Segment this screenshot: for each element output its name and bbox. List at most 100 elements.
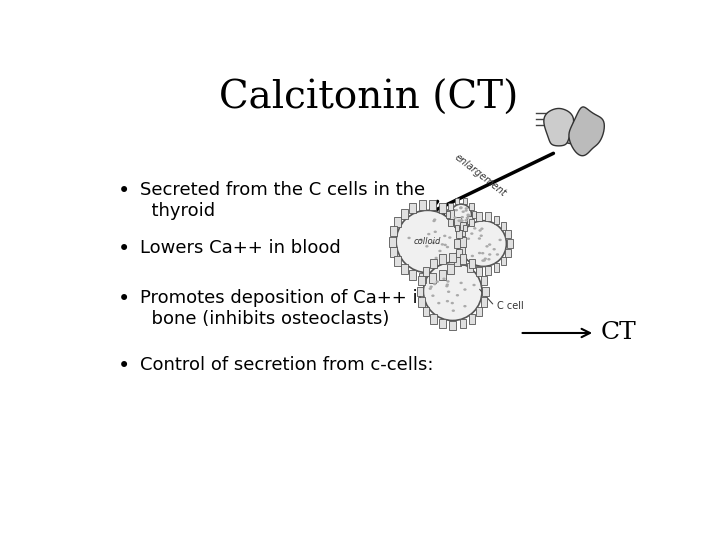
Bar: [438, 270, 446, 280]
Bar: [505, 249, 511, 257]
Bar: [439, 254, 446, 264]
Text: enlargement: enlargement: [453, 152, 508, 198]
Circle shape: [492, 248, 496, 251]
Circle shape: [446, 284, 449, 286]
Circle shape: [478, 237, 481, 240]
Circle shape: [451, 309, 455, 312]
Bar: [463, 225, 467, 231]
Circle shape: [470, 232, 474, 235]
Circle shape: [481, 252, 485, 254]
Circle shape: [454, 217, 456, 219]
Circle shape: [451, 302, 454, 305]
Bar: [423, 267, 429, 276]
Circle shape: [461, 216, 464, 218]
Bar: [430, 259, 436, 268]
Bar: [456, 249, 462, 257]
Circle shape: [488, 253, 492, 256]
Circle shape: [420, 239, 423, 241]
Bar: [389, 237, 396, 246]
Bar: [469, 219, 474, 226]
Bar: [395, 217, 402, 227]
Circle shape: [426, 245, 428, 247]
Bar: [449, 253, 456, 262]
Bar: [401, 209, 408, 219]
Text: Control of secretion from c-cells:: Control of secretion from c-cells:: [140, 356, 433, 374]
Bar: [390, 247, 397, 257]
Circle shape: [485, 245, 489, 248]
Bar: [467, 263, 473, 272]
Bar: [494, 215, 500, 224]
Circle shape: [436, 280, 439, 283]
Text: Secreted from the C cells in the
  thyroid: Secreted from the C cells in the thyroid: [140, 181, 426, 220]
Ellipse shape: [460, 221, 506, 266]
Bar: [485, 266, 491, 275]
Bar: [417, 287, 423, 296]
Circle shape: [446, 300, 449, 302]
Circle shape: [467, 214, 470, 217]
Bar: [429, 200, 436, 210]
Circle shape: [467, 238, 470, 240]
Bar: [448, 203, 453, 210]
Circle shape: [488, 244, 491, 246]
Ellipse shape: [451, 204, 472, 225]
Bar: [448, 219, 453, 226]
Circle shape: [442, 278, 446, 280]
Text: C cell: C cell: [498, 301, 524, 311]
Circle shape: [448, 237, 451, 239]
Bar: [418, 298, 425, 307]
Circle shape: [433, 218, 436, 221]
Bar: [455, 198, 459, 205]
Bar: [469, 203, 474, 210]
Circle shape: [456, 294, 459, 296]
Bar: [476, 307, 482, 316]
Polygon shape: [544, 109, 574, 146]
Bar: [459, 237, 467, 246]
Circle shape: [482, 259, 486, 262]
Bar: [454, 256, 461, 266]
Circle shape: [447, 291, 450, 293]
Bar: [458, 226, 465, 236]
Circle shape: [444, 244, 447, 246]
Circle shape: [432, 220, 436, 222]
Circle shape: [460, 219, 463, 221]
Circle shape: [463, 305, 467, 307]
Circle shape: [471, 255, 474, 257]
Circle shape: [498, 239, 502, 241]
Circle shape: [457, 219, 461, 222]
Text: •: •: [118, 181, 130, 201]
Bar: [481, 298, 487, 307]
Bar: [472, 211, 477, 218]
Bar: [459, 319, 466, 328]
Circle shape: [459, 207, 462, 210]
Circle shape: [460, 219, 464, 222]
Bar: [500, 257, 506, 265]
Bar: [454, 239, 460, 248]
Circle shape: [484, 258, 487, 260]
Bar: [456, 230, 462, 238]
Circle shape: [459, 206, 463, 209]
Ellipse shape: [396, 210, 459, 273]
Bar: [447, 264, 454, 274]
Bar: [467, 215, 473, 224]
Bar: [449, 321, 456, 330]
Circle shape: [459, 282, 463, 284]
Bar: [469, 259, 475, 268]
Circle shape: [433, 231, 437, 233]
Bar: [476, 212, 482, 221]
Circle shape: [446, 280, 450, 283]
Bar: [447, 209, 454, 219]
Circle shape: [408, 237, 410, 239]
Circle shape: [437, 302, 441, 305]
Bar: [419, 200, 426, 210]
Text: •: •: [118, 289, 130, 309]
Circle shape: [454, 209, 458, 211]
Circle shape: [473, 227, 477, 230]
Bar: [429, 273, 436, 283]
Bar: [507, 239, 513, 248]
Circle shape: [443, 234, 446, 237]
Circle shape: [478, 252, 481, 254]
Bar: [454, 217, 461, 227]
Text: •: •: [118, 356, 130, 376]
Bar: [485, 212, 491, 221]
Bar: [460, 257, 467, 265]
